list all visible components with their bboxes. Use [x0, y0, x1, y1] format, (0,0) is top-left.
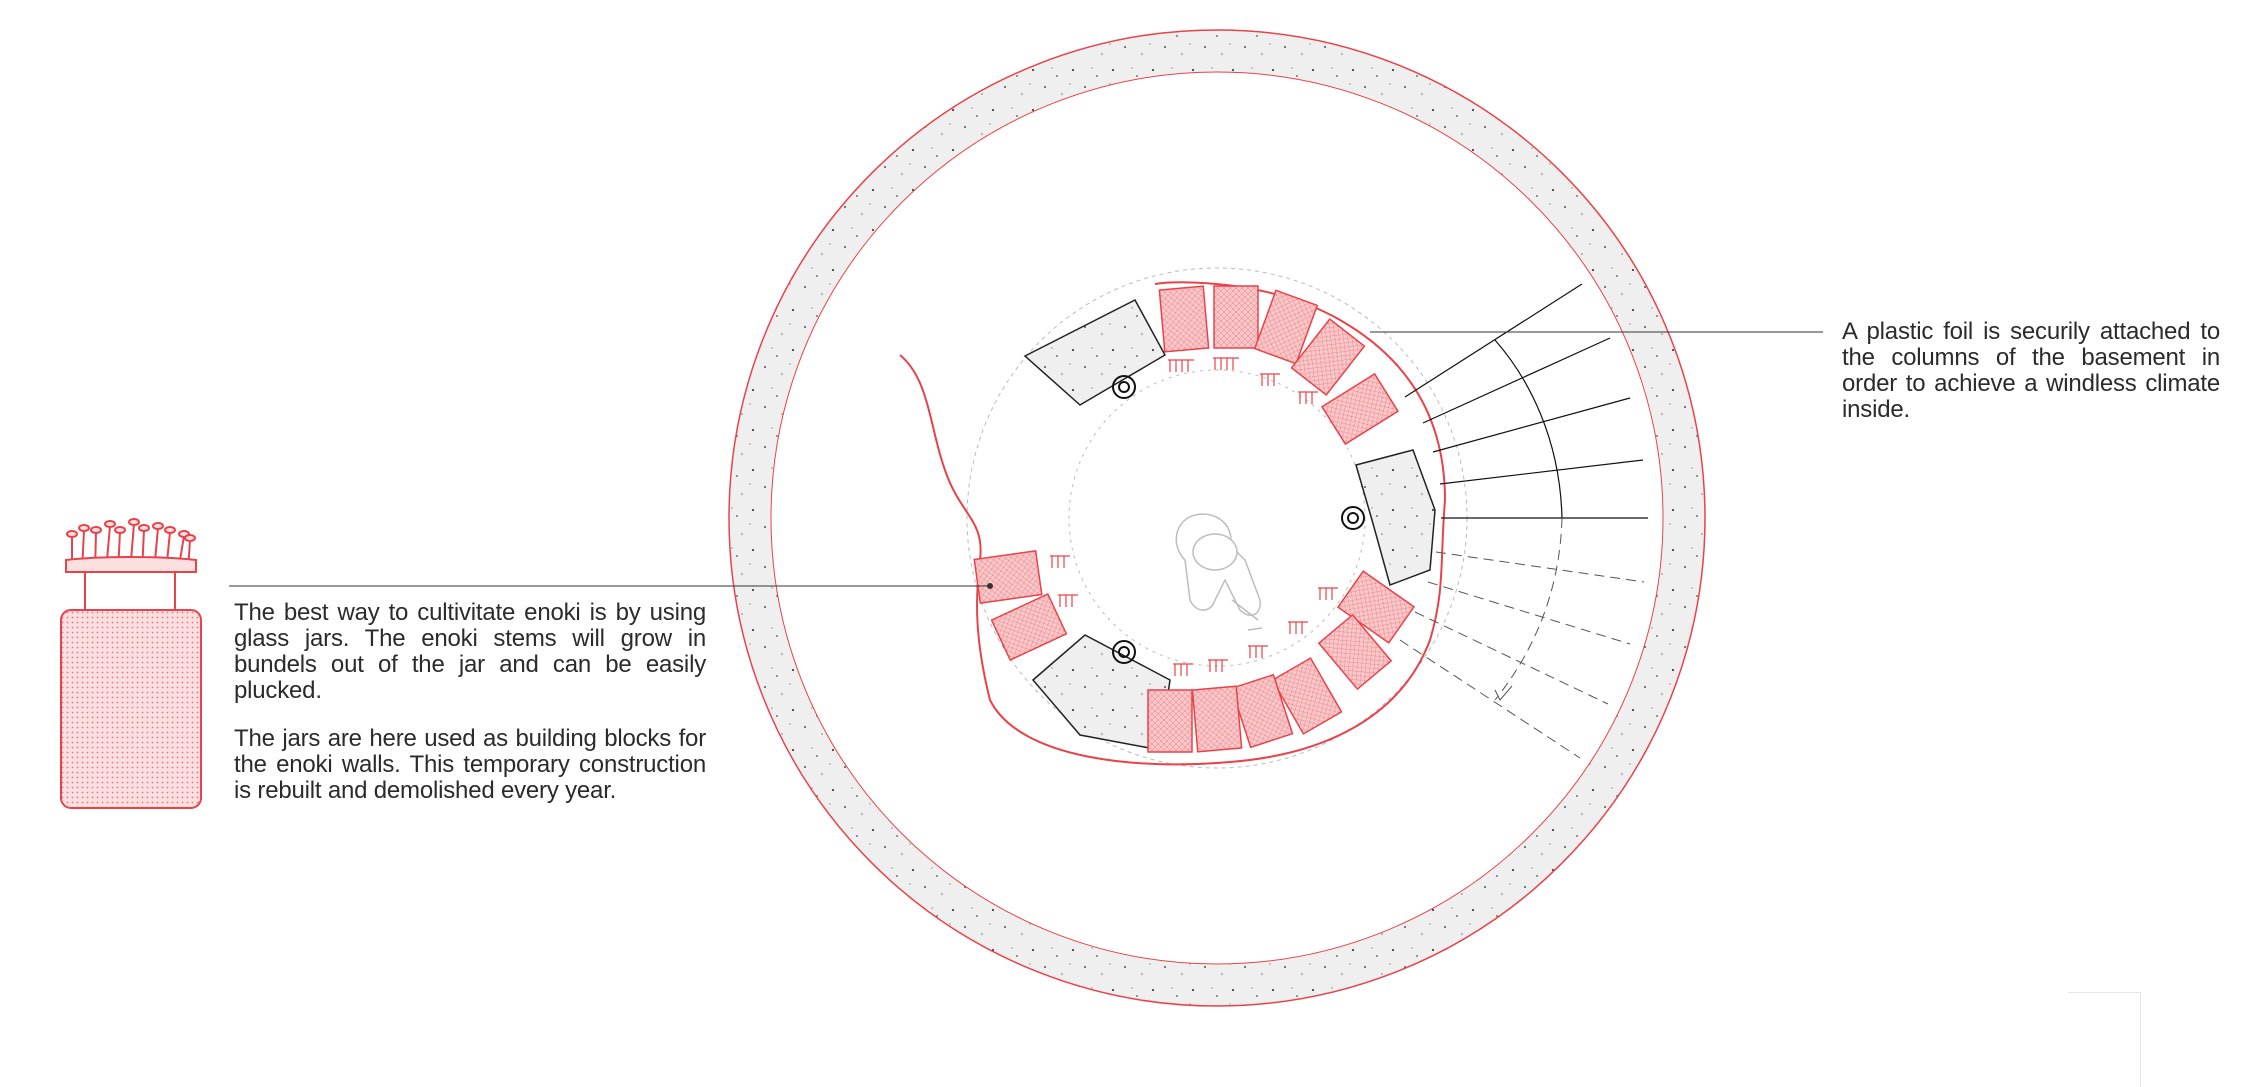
enoki-jar-icon: [61, 519, 201, 808]
leader-lines: [229, 332, 1823, 589]
jars-paragraph-2: The jars are here used as building block…: [234, 726, 706, 804]
corner-frame: [2068, 992, 2141, 1087]
jars-paragraph-1: The best way to cultivitate enoki is by …: [234, 600, 706, 704]
wall-blocks: [1025, 300, 1435, 750]
jars-annotation: The best way to cultivitate enoki is by …: [234, 600, 706, 826]
stair-lines-dashed: [1400, 518, 1644, 758]
column-icon: [1113, 376, 1364, 663]
person-topview-icon: [1176, 514, 1262, 630]
stair-lines: [1405, 284, 1648, 518]
foil-annotation: A plastic foil is securily attached to t…: [1842, 319, 2220, 423]
